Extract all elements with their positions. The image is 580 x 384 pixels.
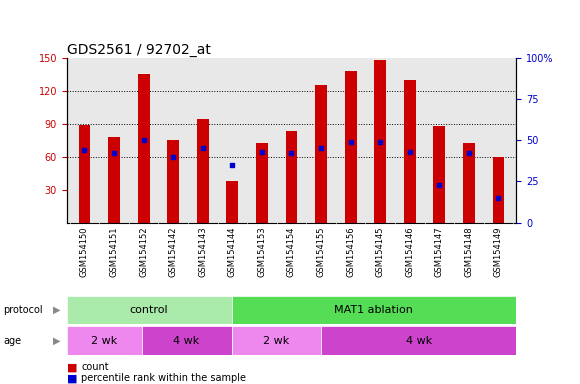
Point — [494, 195, 503, 201]
Bar — [108, 137, 120, 223]
Bar — [374, 60, 386, 223]
Bar — [197, 119, 209, 223]
Text: GSM154150: GSM154150 — [80, 226, 89, 277]
Point — [169, 154, 178, 160]
Point — [139, 137, 148, 143]
Bar — [463, 144, 475, 223]
Point — [375, 139, 385, 145]
Text: GSM154147: GSM154147 — [435, 226, 444, 277]
Text: age: age — [3, 336, 21, 346]
Text: 4 wk: 4 wk — [173, 336, 200, 346]
Text: count: count — [81, 362, 109, 372]
Text: GSM154142: GSM154142 — [169, 226, 177, 277]
Text: GSM154154: GSM154154 — [287, 226, 296, 277]
Bar — [231, 296, 516, 324]
Bar — [167, 140, 179, 223]
Text: GSM154145: GSM154145 — [376, 226, 385, 277]
Bar — [315, 85, 327, 223]
Point — [228, 162, 237, 168]
Bar — [67, 326, 142, 355]
Text: ▶: ▶ — [53, 305, 61, 315]
Text: GSM154146: GSM154146 — [405, 226, 414, 277]
Bar — [231, 326, 321, 355]
Bar — [78, 125, 90, 223]
Bar — [226, 181, 238, 223]
Point — [198, 146, 208, 152]
Text: GSM154153: GSM154153 — [258, 226, 266, 277]
Bar — [321, 326, 516, 355]
Text: 2 wk: 2 wk — [263, 336, 289, 346]
Point — [287, 150, 296, 156]
Text: GSM154156: GSM154156 — [346, 226, 355, 277]
Point — [464, 150, 473, 156]
Point — [258, 149, 267, 155]
Bar — [256, 144, 268, 223]
Bar — [492, 157, 505, 223]
Bar — [137, 74, 150, 223]
Text: GSM154151: GSM154151 — [110, 226, 118, 277]
Text: 2 wk: 2 wk — [91, 336, 117, 346]
Point — [434, 182, 444, 188]
Bar — [67, 296, 231, 324]
Text: GDS2561 / 92702_at: GDS2561 / 92702_at — [67, 43, 211, 56]
Bar — [404, 79, 416, 223]
Text: percentile rank within the sample: percentile rank within the sample — [81, 373, 246, 383]
Text: GSM154155: GSM154155 — [317, 226, 325, 277]
Text: GSM154149: GSM154149 — [494, 226, 503, 277]
Text: ▶: ▶ — [53, 336, 61, 346]
Text: ■: ■ — [67, 362, 77, 372]
Text: control: control — [130, 305, 168, 315]
Bar — [142, 326, 231, 355]
Text: MAT1 ablation: MAT1 ablation — [335, 305, 414, 315]
Bar — [433, 126, 445, 223]
Point — [80, 147, 89, 153]
Text: GSM154144: GSM154144 — [228, 226, 237, 277]
Text: ■: ■ — [67, 373, 77, 383]
Point — [346, 139, 355, 145]
Point — [110, 150, 119, 156]
Point — [405, 149, 414, 155]
Bar — [285, 131, 298, 223]
Point — [316, 146, 325, 152]
Text: GSM154148: GSM154148 — [465, 226, 473, 277]
Text: protocol: protocol — [3, 305, 42, 315]
Bar — [345, 71, 357, 223]
Text: 4 wk: 4 wk — [405, 336, 432, 346]
Text: GSM154152: GSM154152 — [139, 226, 148, 277]
Text: GSM154143: GSM154143 — [198, 226, 207, 277]
